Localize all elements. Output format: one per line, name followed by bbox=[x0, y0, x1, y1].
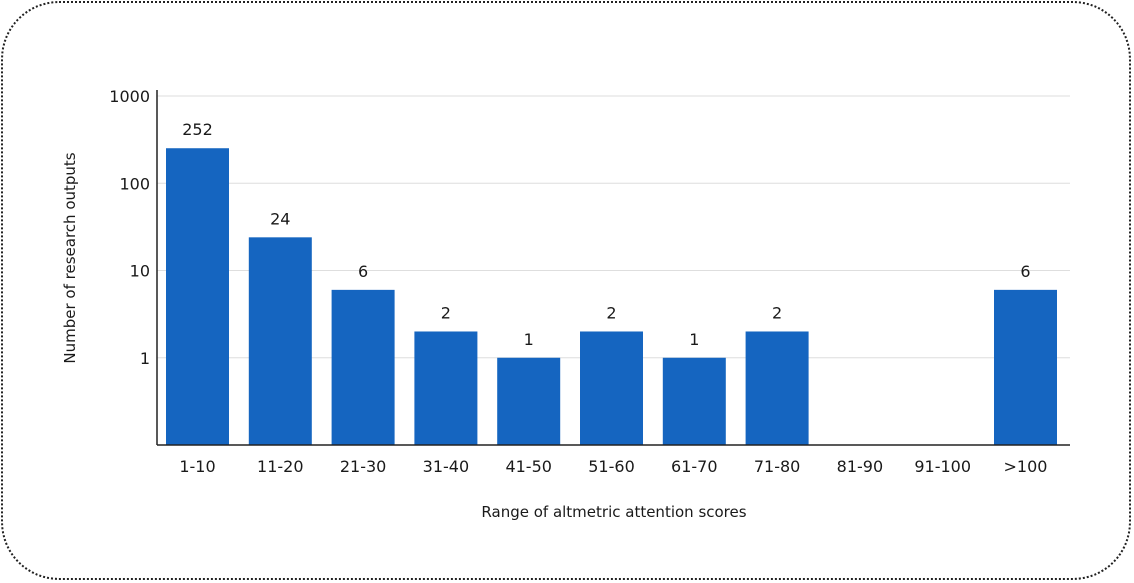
bar-31-40 bbox=[414, 331, 478, 445]
x-category-label: 51-60 bbox=[588, 457, 635, 476]
bar-71-80 bbox=[745, 331, 809, 445]
y-axis-title: Number of research outputs bbox=[61, 152, 79, 363]
y-tick-label: 100 bbox=[119, 174, 150, 193]
bar-21-30 bbox=[331, 289, 395, 445]
x-category-labels: 1-10 11-20 21-30 31-40 41-50 51-60 61-70 71-80 8… bbox=[179, 457, 1047, 476]
y-tick-label: 1000 bbox=[109, 87, 150, 106]
x-category-label: 61-70 bbox=[671, 457, 718, 476]
bar-1-10 bbox=[166, 148, 229, 446]
x-category-label: 31-40 bbox=[423, 457, 470, 476]
x-category-label: 91-100 bbox=[914, 457, 971, 476]
data-label: 2 bbox=[606, 303, 616, 322]
y-tick-label: 10 bbox=[130, 262, 150, 281]
bar->100 bbox=[994, 289, 1057, 445]
data-label: 2 bbox=[441, 303, 451, 322]
x-category-label: 11-20 bbox=[257, 457, 304, 476]
data-label: 24 bbox=[270, 209, 290, 228]
x-category-label: 71-80 bbox=[754, 457, 801, 476]
bar-41-50 bbox=[497, 357, 561, 445]
x-category-label: 1-10 bbox=[179, 457, 215, 476]
bars bbox=[166, 148, 1057, 446]
data-label: 2 bbox=[772, 303, 782, 322]
x-category-label: 41-50 bbox=[505, 457, 552, 476]
bar-61-70 bbox=[662, 357, 726, 445]
y-tick-label: 1 bbox=[140, 349, 150, 368]
data-labels: 252 24 6 2 1 2 1 2 6 bbox=[182, 120, 1030, 349]
data-label: 6 bbox=[1020, 262, 1030, 281]
x-category-label: 21-30 bbox=[340, 457, 387, 476]
axes bbox=[156, 90, 1070, 446]
y-tick-labels: 1000 100 10 1 bbox=[109, 87, 150, 368]
data-label: 252 bbox=[182, 120, 213, 139]
bar-51-60 bbox=[580, 331, 643, 445]
bar-11-20 bbox=[248, 237, 312, 445]
x-category-label: 81-90 bbox=[837, 457, 884, 476]
data-label: 6 bbox=[358, 262, 368, 281]
data-label: 1 bbox=[524, 330, 534, 349]
x-axis-title: Range of altmetric attention scores bbox=[481, 503, 746, 521]
data-label: 1 bbox=[689, 330, 699, 349]
x-category-label: >100 bbox=[1004, 457, 1048, 476]
